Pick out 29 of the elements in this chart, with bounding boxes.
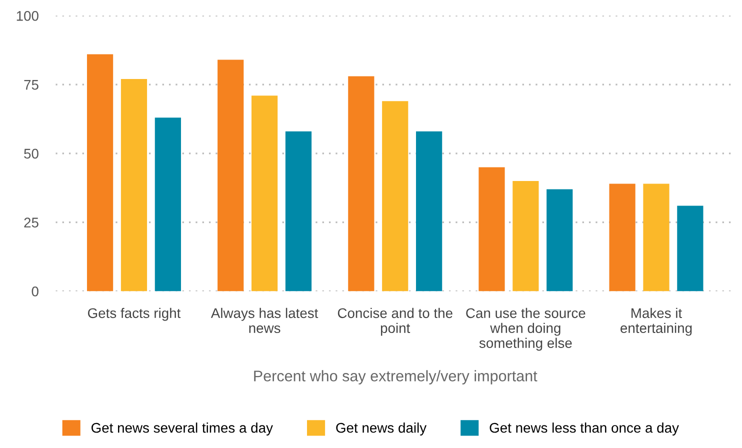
x-tick-label: Can use the source when doing something else bbox=[466, 308, 586, 351]
bar bbox=[285, 131, 312, 292]
legend-label: Get news daily bbox=[336, 422, 427, 436]
y-tick-label: 75 bbox=[24, 80, 38, 90]
bar bbox=[416, 131, 442, 292]
x-tick-label: Always has latest news bbox=[210, 308, 318, 334]
bar bbox=[609, 184, 636, 292]
bar bbox=[677, 206, 704, 292]
y-tick-label: 25 bbox=[24, 218, 38, 228]
bar bbox=[218, 60, 244, 292]
bar bbox=[120, 79, 148, 292]
bar bbox=[86, 54, 114, 292]
bar bbox=[154, 118, 181, 292]
x-tick-label: Makes it entertaining bbox=[620, 308, 692, 336]
bar bbox=[251, 96, 278, 292]
legend-label: Get news several times a day bbox=[92, 422, 273, 436]
bar bbox=[643, 184, 670, 292]
y-tick-label: 100 bbox=[16, 11, 38, 21]
bar bbox=[348, 76, 374, 292]
x-axis-title: Percent who say extremely/very important bbox=[254, 370, 538, 384]
y-tick-label: 0 bbox=[32, 286, 38, 296]
x-tick-label: Gets facts right bbox=[88, 308, 181, 321]
x-tick-label: Concise and to the point bbox=[338, 308, 452, 336]
bar bbox=[478, 167, 505, 292]
bar bbox=[512, 180, 539, 292]
y-tick-label: 50 bbox=[24, 148, 38, 159]
bar bbox=[382, 101, 408, 292]
legend-label: Get news less than once a day bbox=[490, 422, 679, 436]
bar bbox=[546, 189, 573, 292]
